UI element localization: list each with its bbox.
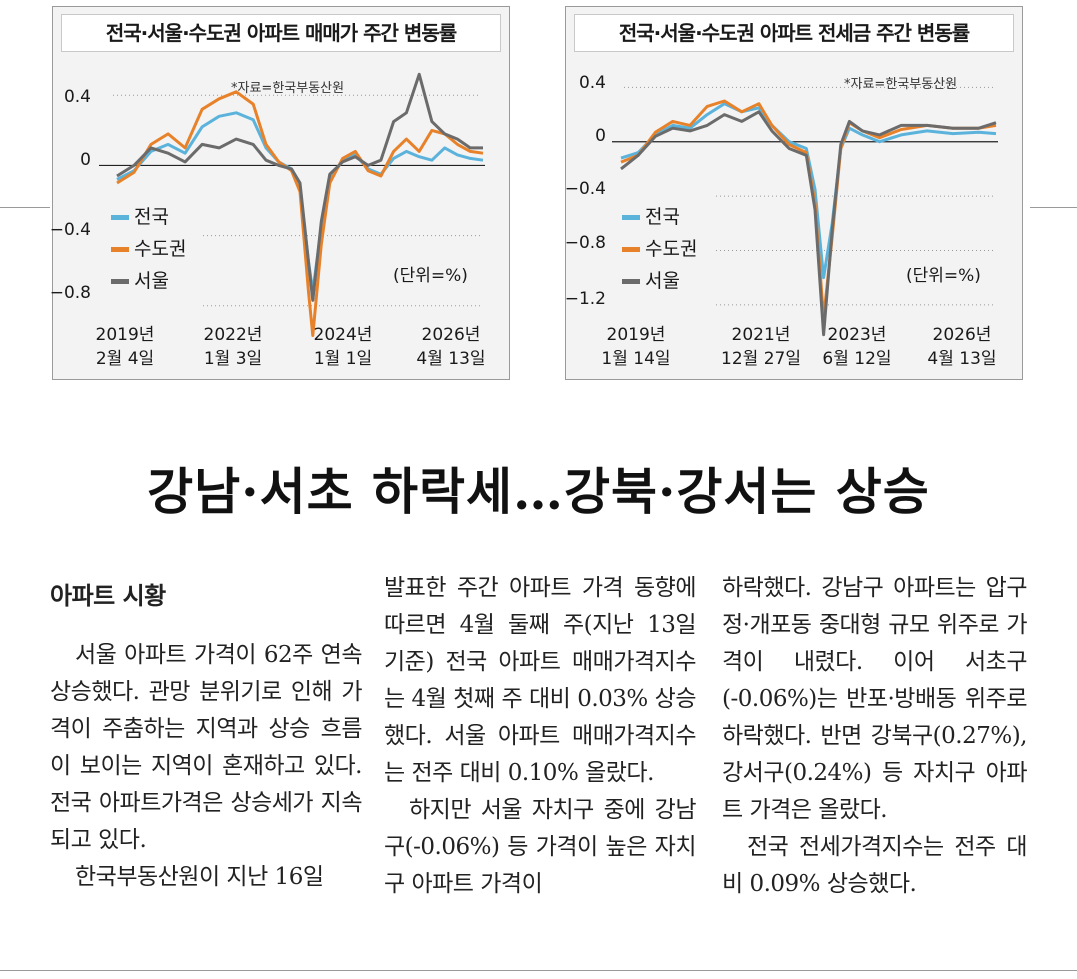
x-tick-year: 2026년: [932, 325, 992, 345]
section-kicker: 아파트 시황: [50, 582, 166, 610]
x-tick-year: 2026년: [421, 325, 481, 345]
headline: 강남·서초 하락세…강북·강서는 상승: [147, 462, 930, 521]
paragraph: 하지만 서울 자치구 중에 강남구(-0.06%) 등 가격이 높은 자치구 아…: [384, 797, 697, 897]
article-column-3: 하락했다. 강남구 아파트는 압구정·개포동 중대형 규모 위주로 가격이 내렸…: [722, 570, 1028, 903]
legend-swatch: [622, 246, 640, 252]
x-tick-year: 2023년: [827, 325, 887, 345]
bottom-rule: [0, 970, 1077, 971]
y-tick-label: −0.4: [49, 220, 91, 240]
chart-legend: 전국 수도권 서울: [622, 201, 697, 297]
x-tick-label: 2026년 4월 13일: [396, 323, 506, 371]
x-tick-date: 1월 1일: [313, 349, 373, 369]
x-tick-date: 12월 27일: [721, 349, 801, 369]
paragraph: 한국부동산원이 지난 16일: [75, 864, 324, 890]
legend-label: 수도권: [134, 238, 187, 260]
y-tick-label: 0: [80, 150, 91, 170]
x-tick-label: 2021년 12월 27일: [706, 323, 816, 371]
legend-label: 수도권: [645, 238, 698, 260]
paragraph: 서울 아파트 가격이 62주 연속 상승했다. 관망 분위기로 인해 가격이 주…: [50, 642, 363, 853]
x-tick-date: 4월 13일: [416, 349, 486, 369]
x-tick-label: 2026년 4월 13일: [907, 323, 1017, 371]
chart-unit: (단위=%): [393, 266, 468, 286]
paragraph: 발표한 주간 아파트 가격 동향에 따르면 4월 둘째 주(지난 13일 기준)…: [384, 575, 697, 786]
y-tick-label: −0.8: [564, 233, 606, 253]
legend-swatch: [111, 214, 129, 220]
chart-legend: 전국 수도권 서울: [111, 201, 186, 297]
x-tick-date: 6월 12일: [822, 349, 892, 369]
legend-item-nation: 전국: [622, 201, 697, 233]
y-tick-label: 0.4: [578, 73, 606, 93]
x-tick-label: 2019년 2월 4일: [70, 323, 180, 371]
chart-source: *자료=한국부동산원: [844, 77, 958, 92]
legend-swatch: [111, 246, 129, 252]
legend-label: 서울: [645, 270, 680, 292]
x-tick-label: 2022년 1월 3일: [178, 323, 288, 371]
legend-item-capital: 수도권: [622, 233, 697, 265]
y-tick-label: −0.8: [49, 283, 91, 303]
article-column-2: 발표한 주간 아파트 가격 동향에 따르면 4월 둘째 주(지난 13일 기준)…: [384, 570, 697, 903]
y-tick-label: −1.2: [564, 289, 606, 309]
x-tick-year: 2019년: [95, 325, 155, 345]
legend-label: 전국: [645, 206, 680, 228]
jeonse-price-plot: [612, 86, 998, 337]
paragraph: 전국 전세가격지수는 전주 대비 0.09% 상승했다.: [722, 834, 1028, 897]
x-tick-label: 2019년 1월 14일: [581, 323, 691, 371]
sale-price-chart: 전국·서울·수도권 아파트 매매가 주간 변동률 *자료=한국부동산원 0.4 …: [50, 6, 510, 380]
series-line-서울: [116, 72, 483, 302]
legend-item-seoul: 서울: [622, 265, 697, 297]
x-tick-date: 2월 4일: [95, 349, 155, 369]
legend-label: 전국: [134, 206, 169, 228]
series-line-수도권: [116, 90, 484, 337]
legend-swatch: [622, 214, 640, 220]
y-tick-label: 0: [595, 126, 606, 146]
x-tick-year: 2021년: [731, 325, 791, 345]
legend-label: 서울: [134, 270, 169, 292]
chart-title: 전국·서울·수도권 아파트 전세금 주간 변동률: [574, 14, 1014, 52]
chart-unit: (단위=%): [906, 266, 981, 286]
left-margin-rule: [0, 207, 50, 208]
x-tick-date: 4월 13일: [927, 349, 997, 369]
legend-item-capital: 수도권: [111, 233, 186, 265]
article-column-1: 아파트 시황 서울 아파트 가격이 62주 연속 상승했다. 관망 분위기로 인…: [50, 570, 363, 896]
x-tick-year: 2022년: [203, 325, 263, 345]
legend-item-nation: 전국: [111, 201, 186, 233]
legend-item-seoul: 서울: [111, 265, 186, 297]
x-tick-year: 2024년: [313, 325, 373, 345]
jeonse-price-chart: 전국·서울·수도권 아파트 전세금 주간 변동률 *자료=한국부동산원 0.4 …: [565, 6, 1023, 380]
legend-swatch: [111, 278, 129, 284]
legend-swatch: [622, 278, 640, 284]
right-margin-rule: [1030, 207, 1077, 208]
paragraph: 하락했다. 강남구 아파트는 압구정·개포동 중대형 규모 위주로 가격이 내렸…: [722, 575, 1028, 823]
y-tick-label: −0.4: [564, 179, 606, 199]
y-tick-label: 0.4: [63, 87, 91, 107]
x-tick-label: 2023년 6월 12일: [802, 323, 912, 371]
x-tick-date: 1월 14일: [601, 349, 671, 369]
x-tick-date: 1월 3일: [203, 349, 263, 369]
chart-source: *자료=한국부동산원: [231, 81, 345, 96]
chart-title: 전국·서울·수도권 아파트 매매가 주간 변동률: [61, 14, 501, 52]
x-tick-label: 2024년 1월 1일: [288, 323, 398, 371]
series-line-서울: [620, 110, 997, 337]
series-line-전국: [620, 102, 997, 280]
x-tick-year: 2019년: [606, 325, 666, 345]
sale-price-plot: [99, 72, 485, 337]
